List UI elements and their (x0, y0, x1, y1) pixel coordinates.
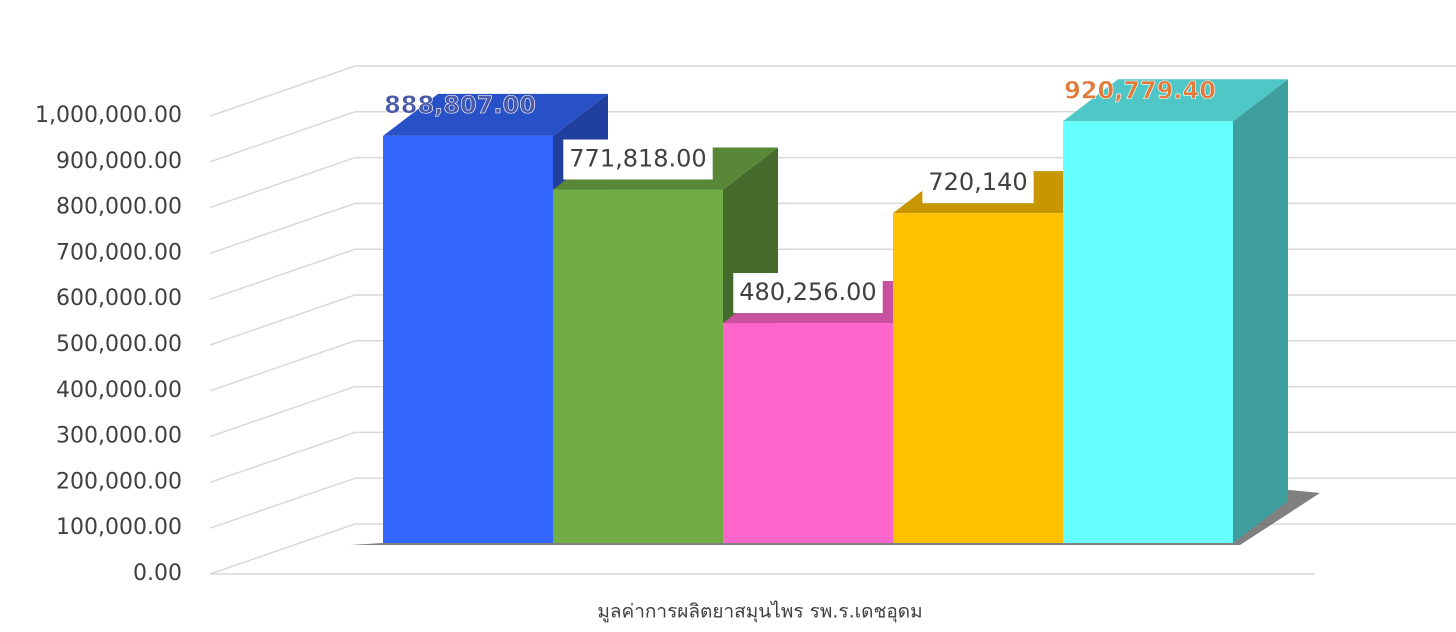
y-tick-label: 500,000.00 (56, 332, 182, 357)
data-label: 771,818.00 (569, 145, 706, 173)
y-tick-label: 900,000.00 (56, 149, 182, 174)
bar-top (383, 93, 608, 136)
bar-side (1233, 79, 1288, 544)
bar-front (1063, 121, 1233, 544)
y-tick-label: 200,000.00 (56, 469, 182, 494)
data-label: 480,256.00 (739, 278, 876, 306)
bar-top (1063, 79, 1288, 122)
x-axis-label: มูลค่าการผลิตยาสมุนไพร รพ.ร.เดชอุดม (597, 601, 922, 624)
y-tick-label: 400,000.00 (56, 378, 182, 403)
y-tick-label: 0.00 (133, 561, 182, 586)
data-label-box (922, 163, 1034, 204)
grid-line (209, 65, 1456, 117)
bar-front (893, 213, 1063, 543)
bar-front (383, 135, 553, 543)
bar-front (553, 189, 723, 543)
y-tick-label: 1,000,000.00 (35, 103, 182, 128)
data-label: 920,779.40 (1064, 76, 1216, 104)
data-label-box (733, 273, 883, 314)
y-tick-label: 300,000.00 (56, 424, 182, 449)
y-tick-label: 800,000.00 (56, 195, 182, 220)
y-tick-label: 100,000.00 (56, 515, 182, 540)
bar-front (723, 323, 893, 543)
bar (1063, 79, 1288, 544)
data-label: 720,140 (928, 168, 1027, 196)
y-tick-label: 700,000.00 (56, 240, 182, 265)
data-label-box (563, 139, 713, 180)
y-tick-label: 600,000.00 (56, 286, 182, 311)
data-label: 888,807.00 (384, 91, 536, 119)
